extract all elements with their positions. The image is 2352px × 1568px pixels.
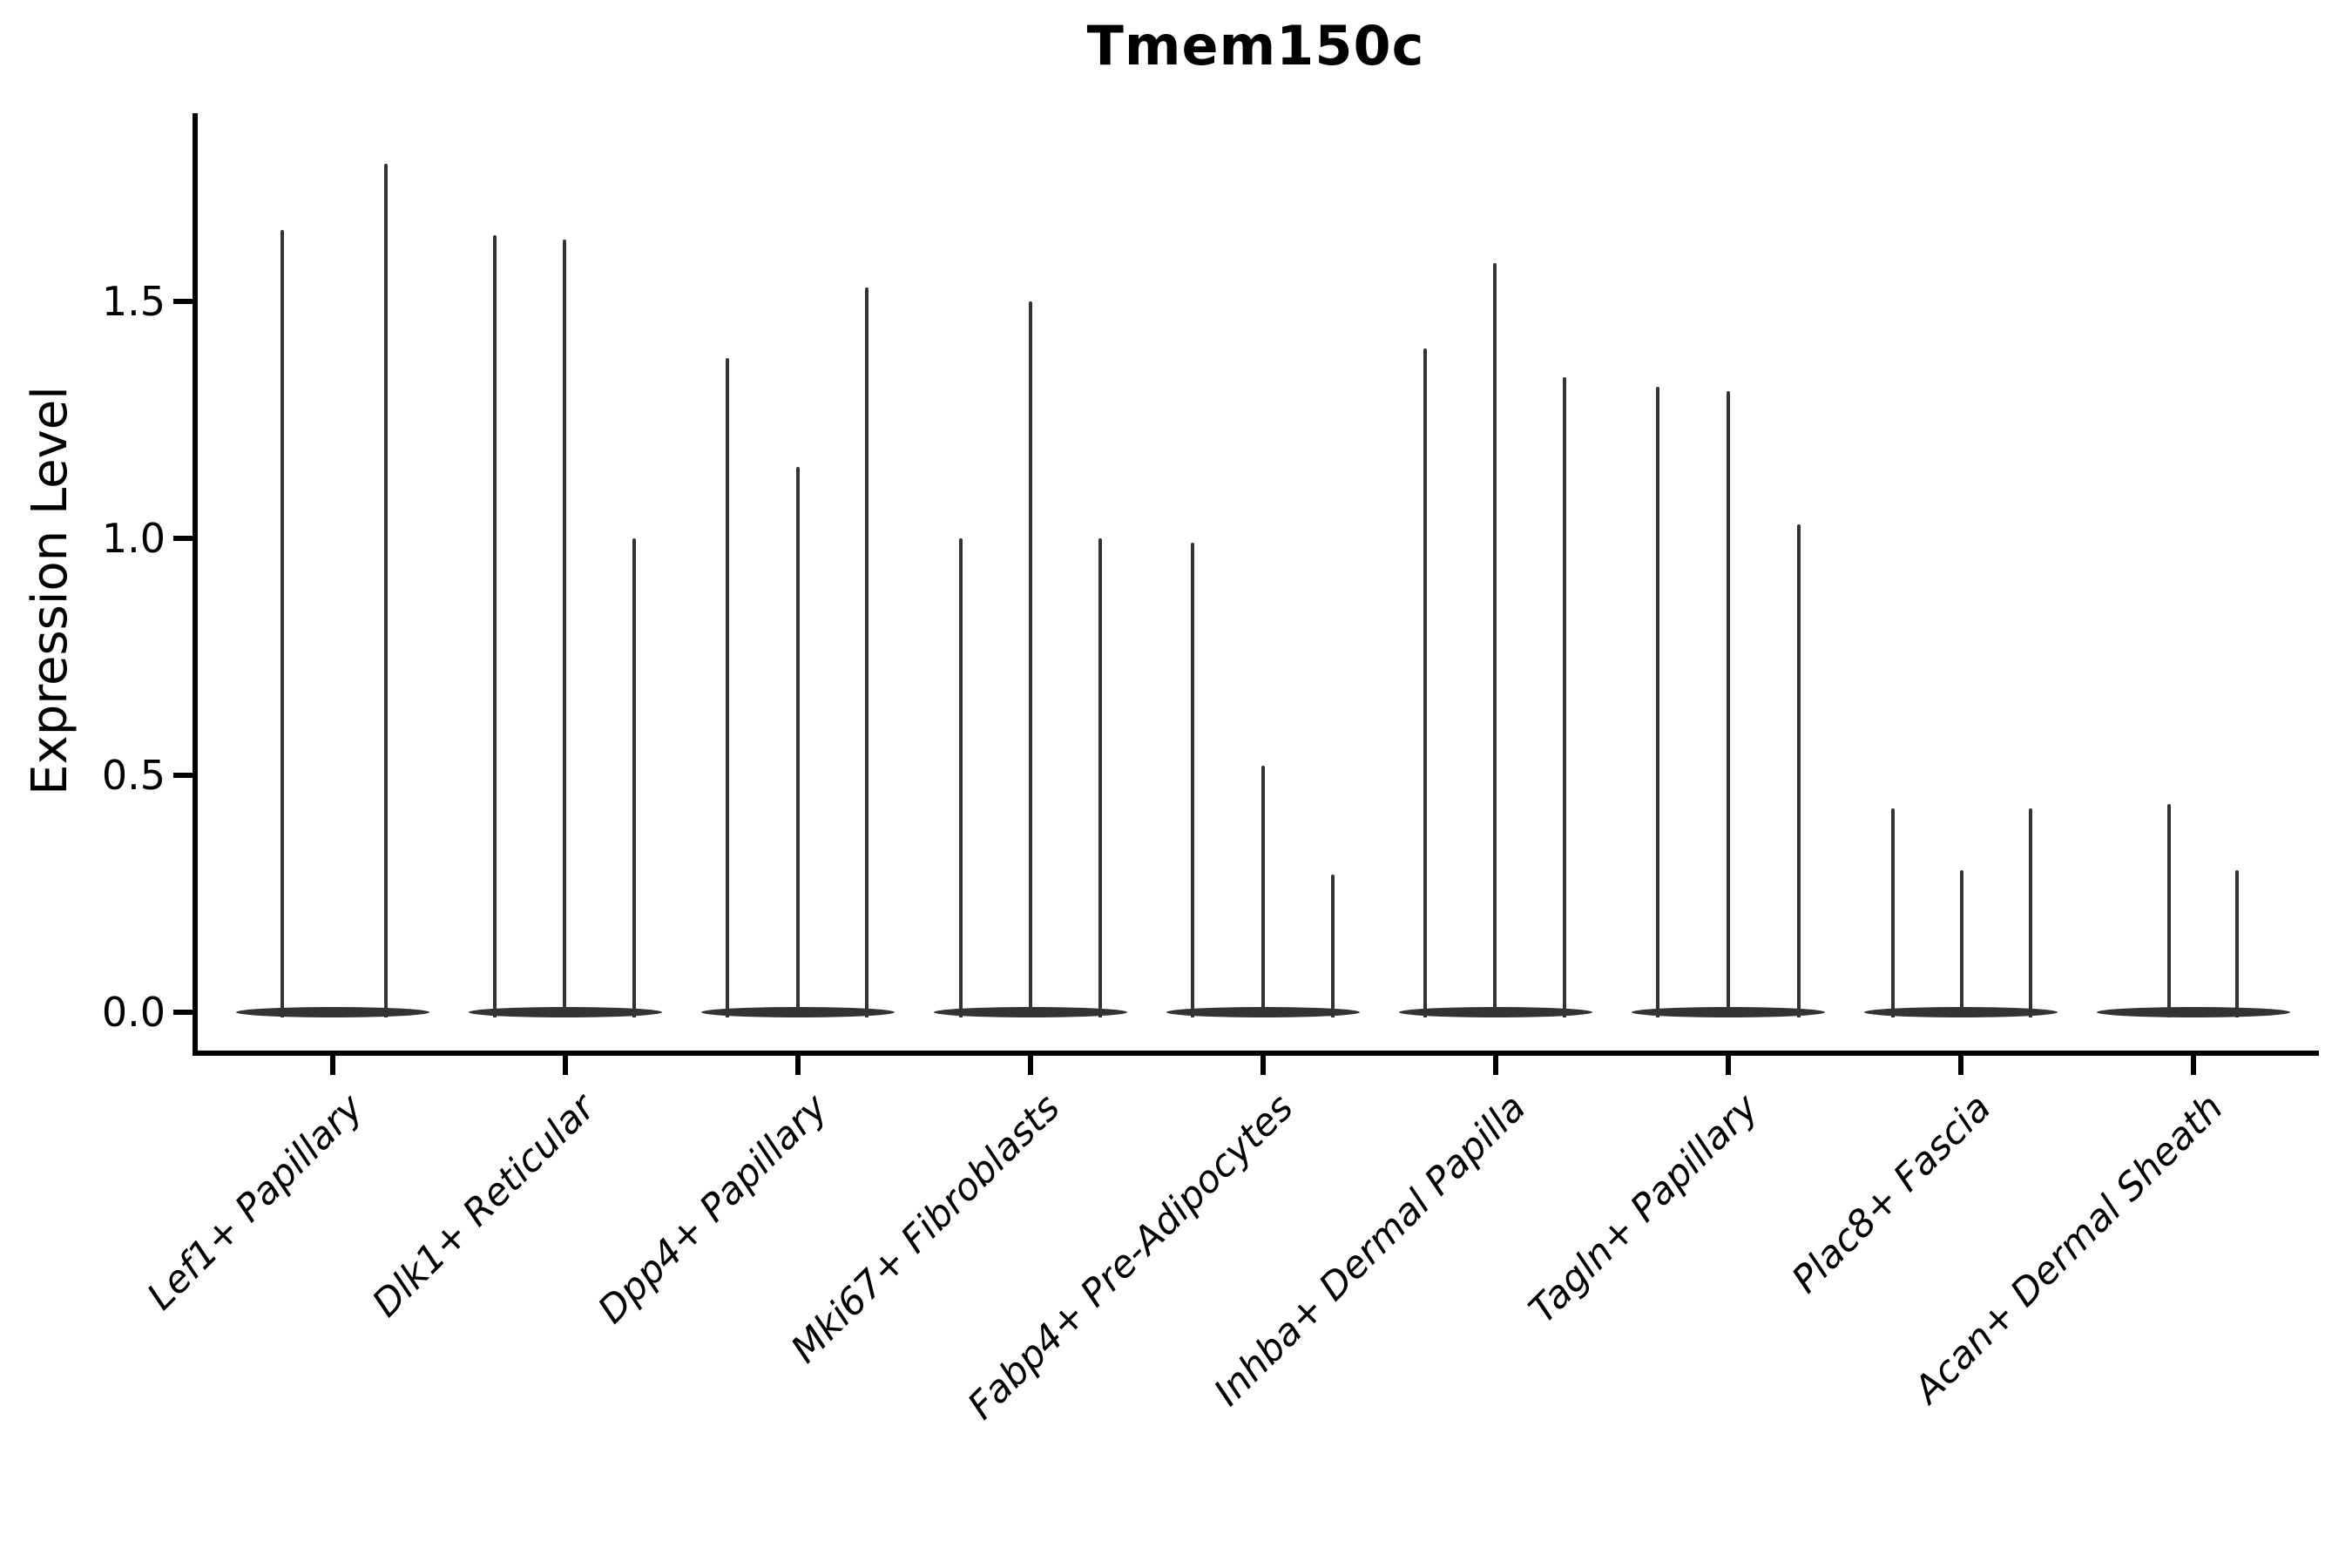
violin-spike (563, 240, 566, 1017)
violin-spike (1191, 543, 1194, 1017)
x-tick (2191, 1056, 2196, 1075)
violin-spike (865, 287, 868, 1017)
x-tick (795, 1056, 801, 1075)
x-tick-label: Tagln+ Papillary (1520, 1085, 1767, 1332)
violin-spike (959, 538, 963, 1017)
violin-spike (1331, 875, 1335, 1017)
x-tick (563, 1056, 568, 1075)
violin-spike (632, 538, 636, 1017)
y-axis-spine (193, 113, 198, 1056)
y-tick-label: 0.5 (101, 752, 166, 799)
y-tick (173, 1010, 193, 1015)
x-tick (1958, 1056, 1963, 1075)
x-tick (1726, 1056, 1731, 1075)
y-tick (173, 299, 193, 304)
violin-spike (1098, 538, 1102, 1017)
violin-spike (1891, 808, 1895, 1017)
y-tick (173, 536, 193, 541)
violin-spike (796, 467, 800, 1017)
y-tick-label: 1.5 (101, 278, 166, 325)
x-tick (1028, 1056, 1033, 1075)
y-tick (173, 773, 193, 778)
y-tick-label: 1.0 (101, 515, 166, 562)
violin-spike (2167, 804, 2171, 1017)
x-tick (1493, 1056, 1498, 1075)
violin-spike (1960, 870, 1963, 1017)
x-tick (1260, 1056, 1266, 1075)
x-tick-label: Lef1+ Papillary (139, 1085, 372, 1319)
violin-spike (1727, 391, 1730, 1017)
violin-spike (726, 358, 729, 1017)
x-tick-label: Dlk1+ Reticular (363, 1085, 605, 1326)
violin-spike (1029, 301, 1032, 1017)
violin-baseline (2097, 1007, 2290, 1017)
violin-spike (1656, 387, 1659, 1017)
violin-spike (1261, 766, 1265, 1017)
violin-spike (2029, 808, 2032, 1017)
x-tick-label: Plac8+ Fascia (1783, 1085, 2000, 1302)
chart-title: Tmem150c (1086, 14, 1425, 78)
y-tick-label: 0.0 (101, 989, 166, 1036)
violin-spike (1797, 524, 1801, 1017)
violin-spike (2235, 870, 2239, 1017)
x-axis-spine (193, 1051, 2319, 1056)
x-tick (330, 1056, 335, 1075)
violin-baseline (236, 1007, 429, 1017)
violin-spike (384, 164, 388, 1017)
violin-spike (280, 230, 284, 1017)
violin-spike (1563, 377, 1566, 1017)
violin-spike (493, 235, 497, 1017)
x-tick-label: Dpp4+ Papillary (590, 1085, 837, 1333)
violin-spike (1423, 348, 1427, 1017)
violin-spike (1493, 263, 1497, 1017)
